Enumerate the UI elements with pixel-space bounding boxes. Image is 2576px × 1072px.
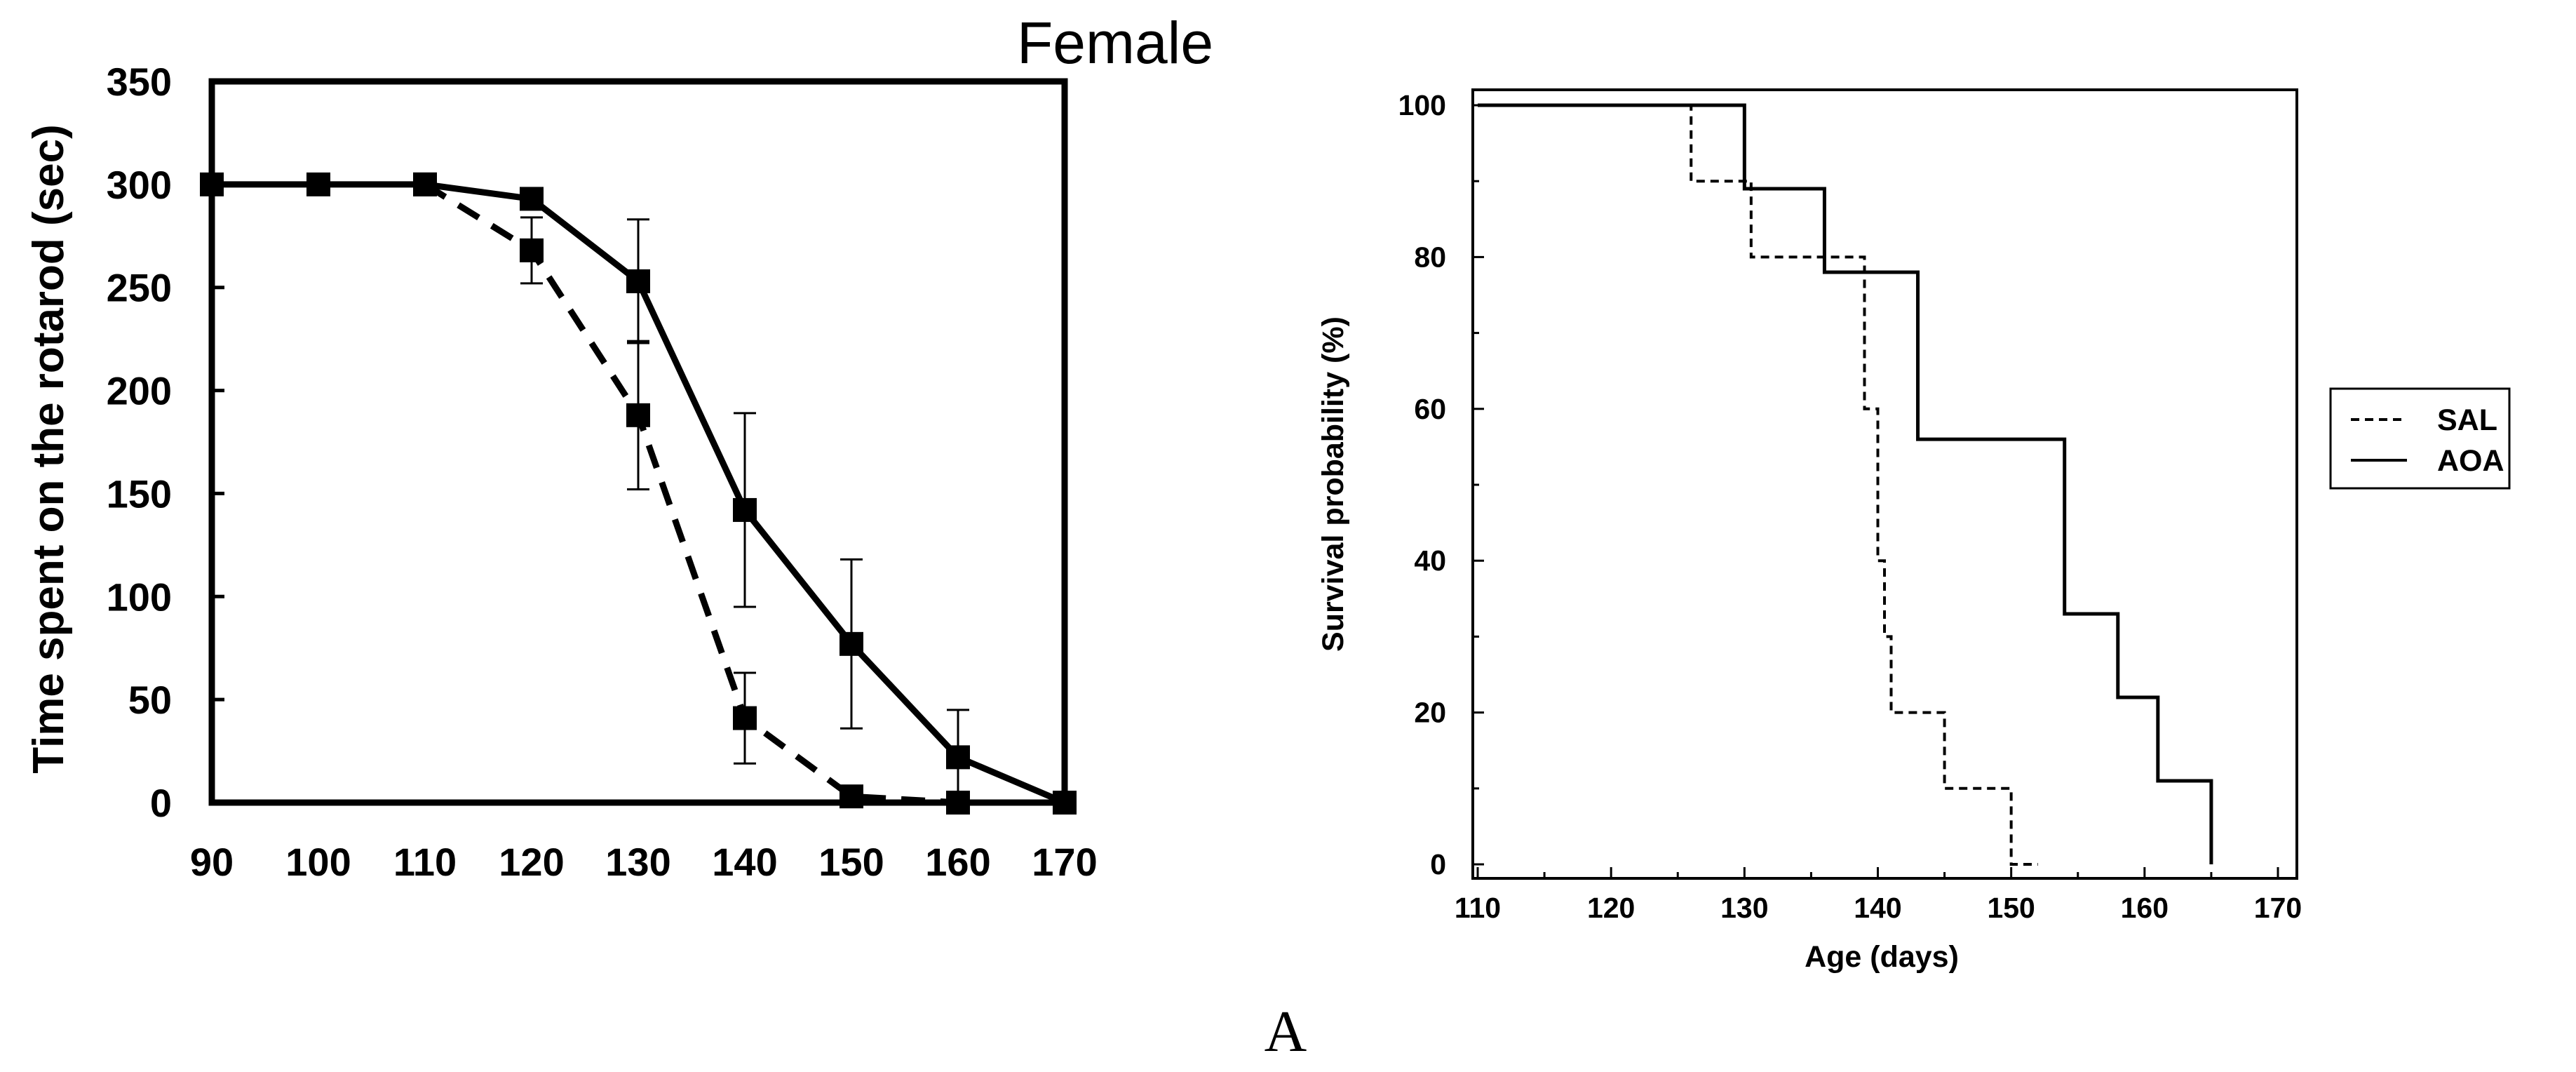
data-point [413, 172, 437, 196]
axis-ticks: 110 120 130 140 150 160 170 0 20 40 60 80 100 [1398, 89, 2302, 924]
data-point [839, 631, 863, 656]
y-axis-label: Survival probability (%) [1316, 316, 1350, 652]
y-tick-label: 50 [128, 678, 172, 722]
data-point [733, 497, 757, 522]
y-tick-label: 20 [1414, 697, 1446, 729]
y-tick-label: 60 [1414, 393, 1446, 425]
axis-ticks: 90 100 110 120 130 140 150 160 170 0 50 100 150 200 25… [107, 60, 1098, 884]
y-tick-label: 250 [107, 266, 172, 310]
x-axis-label: Age (days) [1805, 940, 1959, 974]
x-tick-label: 130 [605, 840, 670, 884]
y-tick-label: 0 [150, 781, 172, 825]
x-tick-label: 160 [2121, 892, 2169, 924]
legend-label-aoa: AOA [2437, 444, 2504, 478]
plot-frame [1471, 88, 2298, 880]
data-point [626, 403, 650, 427]
data-point [520, 187, 544, 211]
data-point [306, 172, 330, 196]
data-point [839, 784, 863, 809]
panel-caption: A [1265, 999, 1307, 1064]
legend-box [2329, 387, 2511, 490]
data-point [520, 238, 544, 262]
y-tick-label: 100 [107, 575, 172, 619]
y-tick-label: 350 [107, 60, 172, 104]
y-tick-label: 80 [1414, 241, 1446, 273]
data-point [733, 706, 757, 730]
rotarod-chart: Female 90 100 110 120 130 140 150 160 170 0 50 100 1… [25, 10, 1213, 884]
y-tick-label: 100 [1398, 89, 1446, 121]
y-tick-label: 300 [107, 163, 172, 207]
legend: SAL AOA [2329, 387, 2511, 490]
x-tick-label: 140 [712, 840, 777, 884]
legend-label-sal: SAL [2437, 403, 2497, 437]
y-tick-label: 150 [107, 471, 172, 516]
y-tick-label: 200 [107, 369, 172, 413]
x-tick-label: 170 [1032, 840, 1097, 884]
series-group [200, 172, 1077, 815]
x-tick-label: 120 [1587, 892, 1635, 924]
data-point [946, 745, 970, 770]
y-axis-label: Time spent on the rotarod (sec) [25, 124, 73, 774]
x-tick-label: 120 [499, 840, 564, 884]
data-point [626, 269, 650, 293]
series-group [1478, 103, 2213, 866]
survival-curve-aoa [1478, 103, 2213, 864]
x-tick-label: 150 [1987, 892, 2035, 924]
survival-chart: 110 120 130 140 150 160 170 0 20 40 60 80 100 Age (d… [1316, 88, 2511, 974]
x-tick-label: 130 [1720, 892, 1768, 924]
x-tick-label: 110 [1455, 892, 1501, 924]
x-tick-label: 170 [2254, 892, 2302, 924]
chart-title: Female [1017, 10, 1213, 76]
plot-frame [208, 78, 1068, 806]
x-tick-label: 150 [818, 840, 884, 884]
survival-curve-sal [1478, 104, 2038, 866]
x-tick-label: 140 [1854, 892, 1901, 924]
x-tick-label: 90 [190, 840, 234, 884]
x-tick-label: 160 [925, 840, 990, 884]
data-point [1053, 791, 1077, 815]
x-tick-label: 100 [285, 840, 351, 884]
y-tick-label: 40 [1414, 544, 1446, 577]
y-tick-label: 0 [1430, 848, 1446, 880]
data-point [200, 172, 224, 196]
x-tick-label: 110 [393, 840, 457, 884]
